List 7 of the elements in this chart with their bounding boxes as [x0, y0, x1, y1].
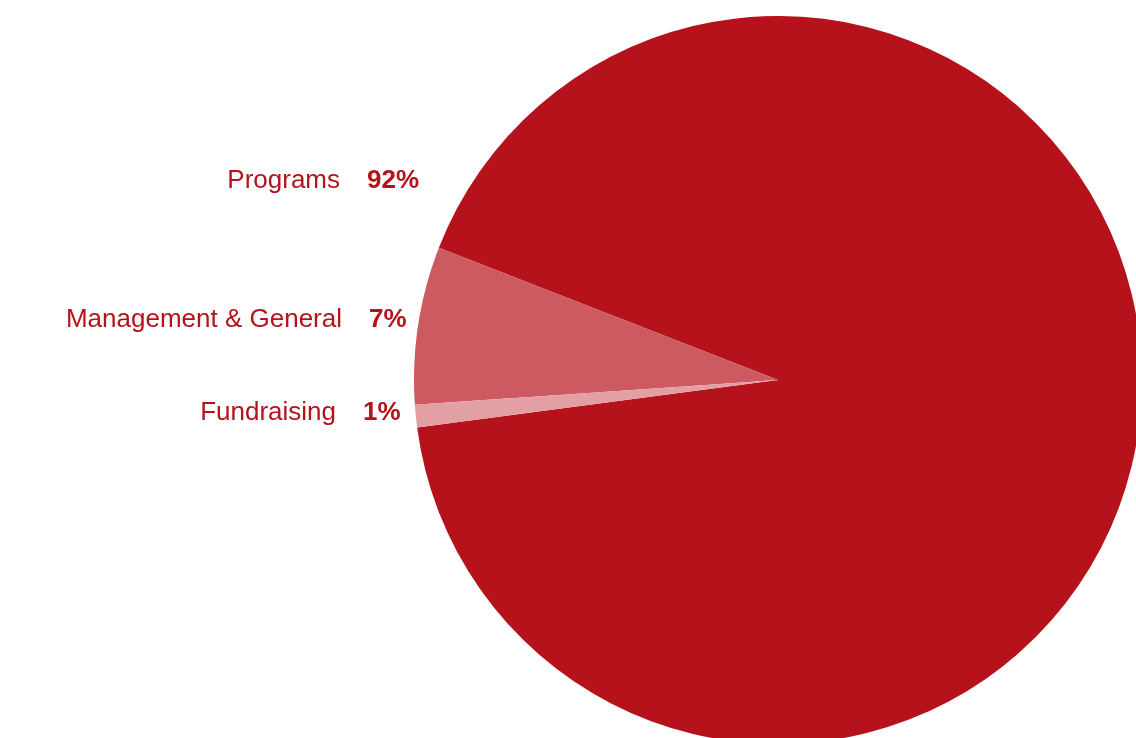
pie-slice — [414, 247, 778, 405]
data-label: 92% — [367, 163, 420, 194]
data-label: 1% — [363, 395, 401, 426]
slice-label: Fundraising — [200, 395, 336, 426]
slice-label: Management & General — [65, 302, 342, 333]
slice-label: Programs — [227, 163, 340, 194]
data-label: 7% — [369, 302, 407, 333]
